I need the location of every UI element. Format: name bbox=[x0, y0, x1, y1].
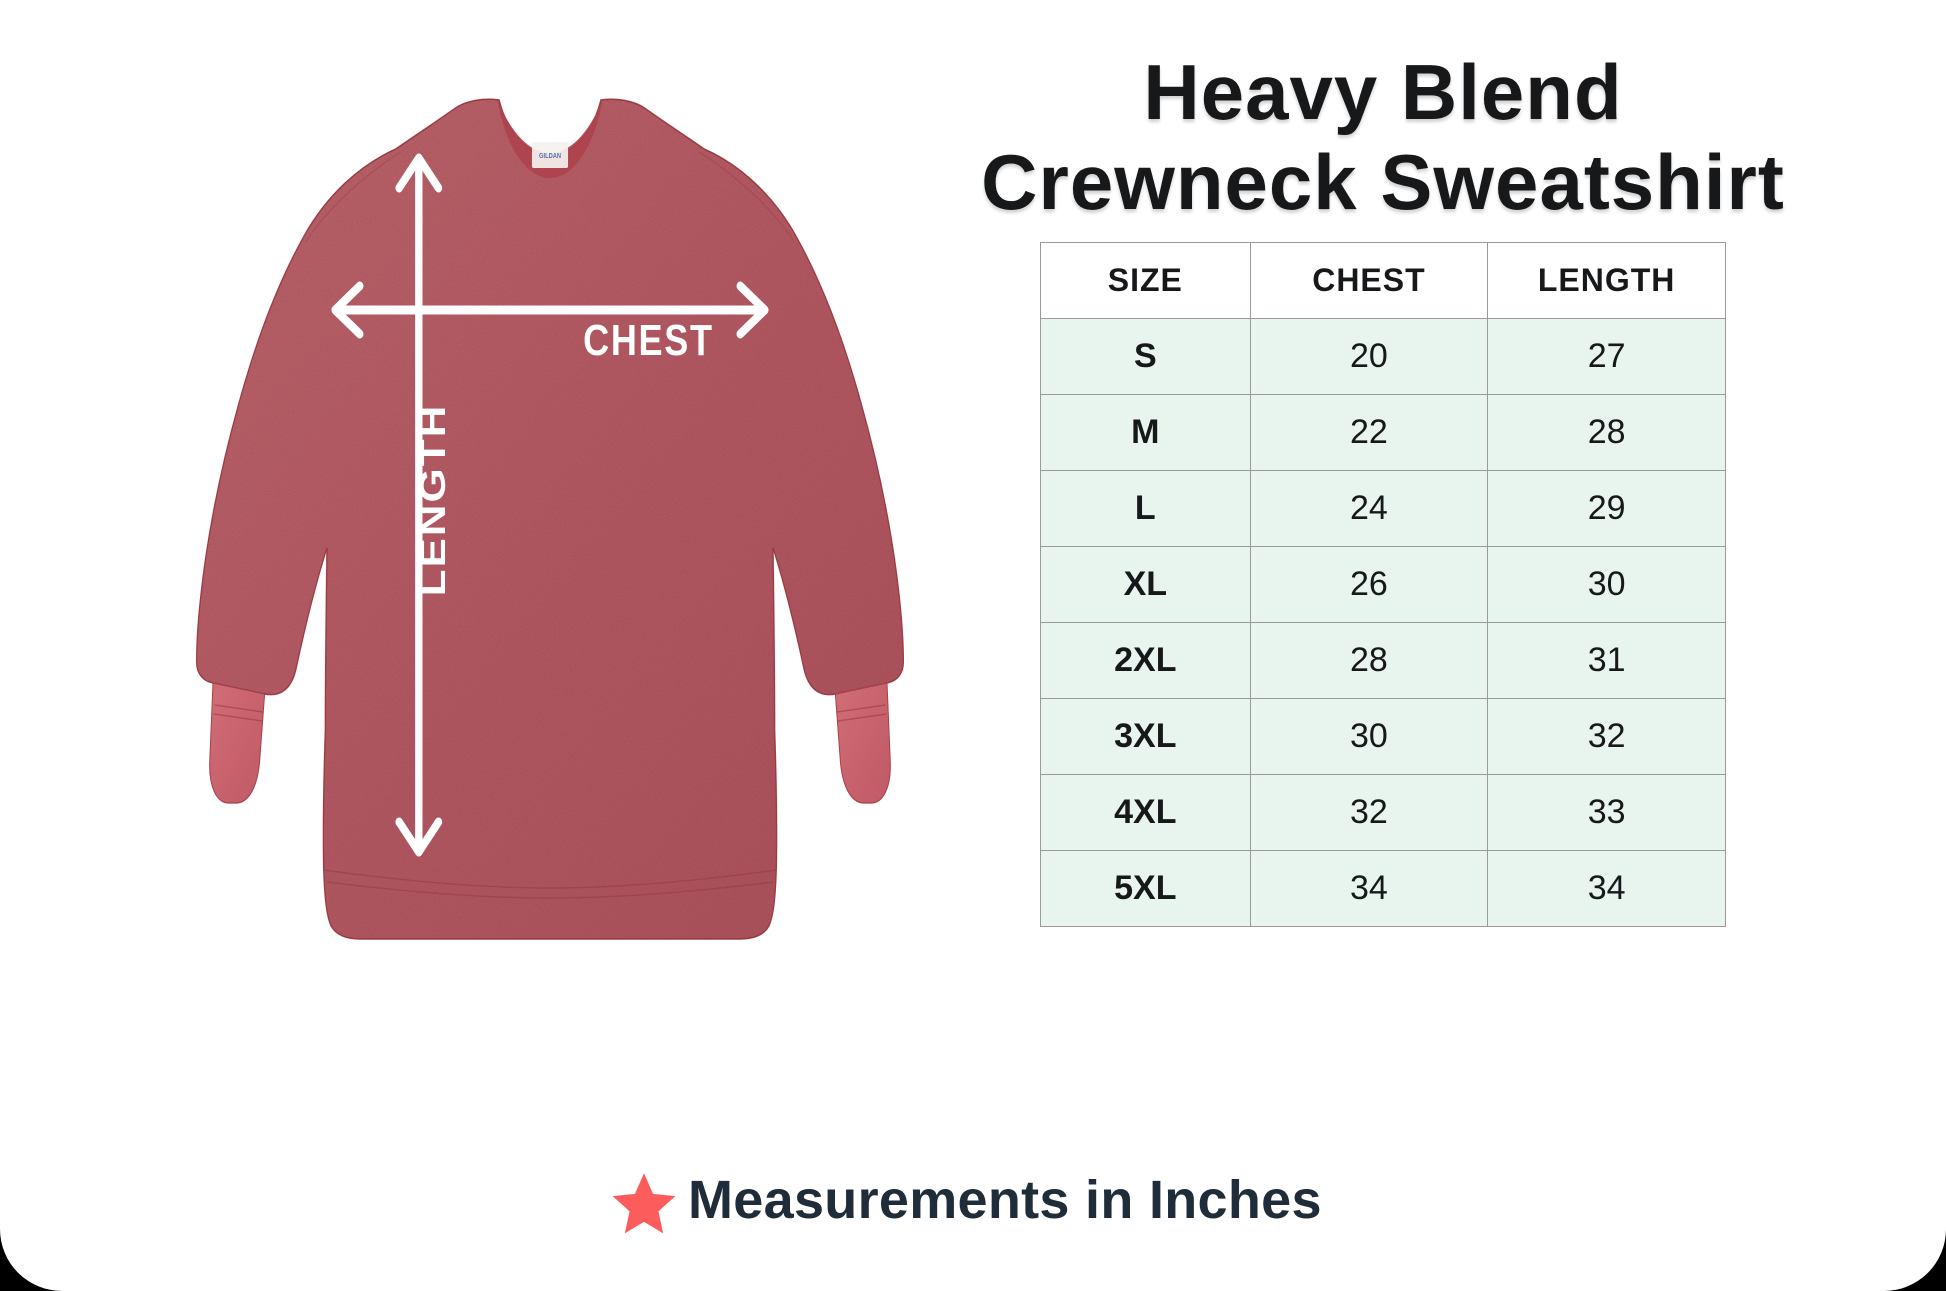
svg-text:LENGTH: LENGTH bbox=[413, 404, 453, 597]
svg-text:GILDAN: GILDAN bbox=[539, 153, 561, 161]
svg-text:CHEST: CHEST bbox=[583, 316, 713, 365]
